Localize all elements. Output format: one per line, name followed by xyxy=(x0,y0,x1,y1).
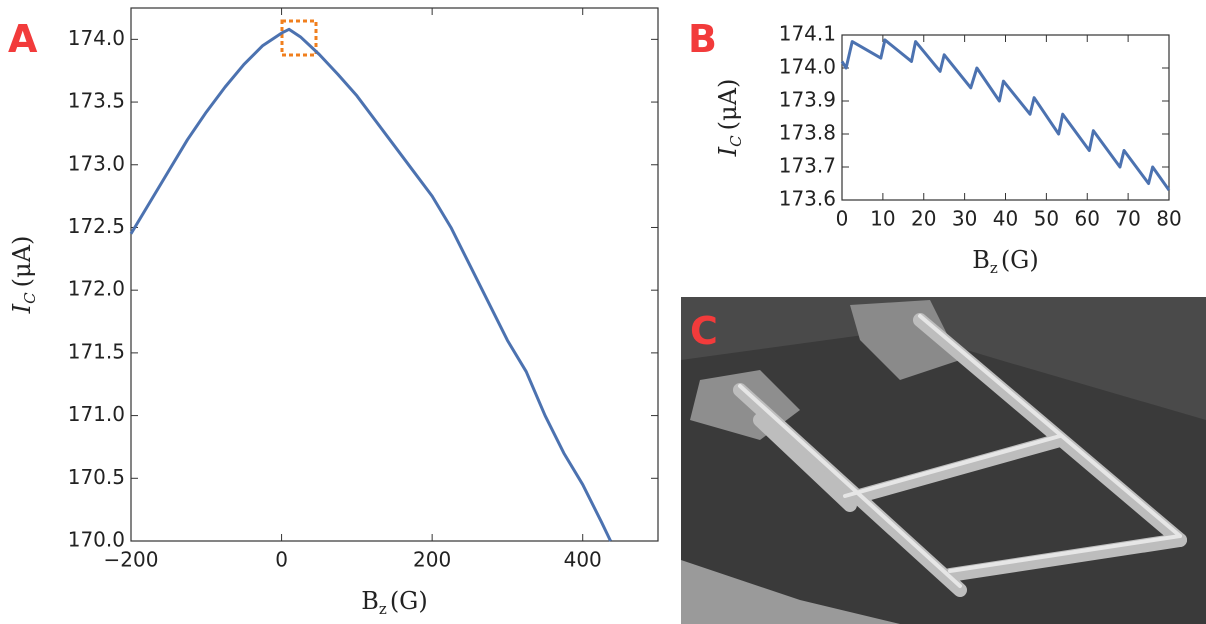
y-tick-label: 173.7 xyxy=(779,154,836,178)
y-axis-label: IC (μA) xyxy=(8,236,39,315)
panel-letter: C xyxy=(690,309,718,353)
y-tick-label: 173.9 xyxy=(779,88,836,112)
y-tick-label: 172.0 xyxy=(68,277,125,301)
y-label-unit: (μA) xyxy=(714,79,742,131)
y-tick-label: 172.5 xyxy=(68,214,125,238)
x-label-sub: z xyxy=(990,259,998,277)
x-label-sub: z xyxy=(379,600,387,618)
y-tick-label: 173.5 xyxy=(68,89,125,113)
y-label-main: I xyxy=(714,146,742,157)
x-label-main: B xyxy=(361,587,379,615)
y-tick-label: 174.0 xyxy=(779,55,836,79)
x-tick-label: 10 xyxy=(870,207,895,231)
y-label-sub: C xyxy=(727,135,745,147)
y-tick-label: 173.0 xyxy=(68,151,125,175)
panel-letter: A xyxy=(8,17,38,61)
x-tick-label: 60 xyxy=(1075,207,1100,231)
x-tick-label: 0 xyxy=(275,548,288,572)
sem-image xyxy=(681,297,1206,624)
y-axis-label: IC (μA) xyxy=(714,79,745,158)
y-tick-label: 173.6 xyxy=(779,187,836,211)
x-tick-label: 70 xyxy=(1115,207,1140,231)
x-tick-label: 40 xyxy=(993,207,1018,231)
zoom-box xyxy=(280,19,318,57)
x-tick-label: 200 xyxy=(413,548,451,572)
plot-frame xyxy=(130,7,659,542)
x-tick-label: 400 xyxy=(564,548,602,572)
x-tick-label: 30 xyxy=(952,207,977,231)
y-label-main: I xyxy=(8,303,36,314)
data-line xyxy=(129,27,612,542)
y-tick-label: 174.0 xyxy=(68,26,125,50)
x-tick-label: −200 xyxy=(104,548,159,572)
x-tick-label: 50 xyxy=(1034,207,1059,231)
y-tick-label: 173.8 xyxy=(779,121,836,145)
x-axis-label: Bz (G) xyxy=(361,587,427,618)
y-tick-label: 170.0 xyxy=(68,528,125,552)
y-tick-label: 171.5 xyxy=(68,339,125,363)
x-tick-label: 0 xyxy=(836,207,849,231)
plot-frame xyxy=(841,34,1170,201)
panel-letter: B xyxy=(688,17,717,61)
x-axis-label: Bz (G) xyxy=(972,246,1038,277)
x-tick-label: 20 xyxy=(911,207,936,231)
x-label-unit: (G) xyxy=(390,587,428,615)
data-line xyxy=(840,38,1171,191)
x-label-main: B xyxy=(972,246,990,274)
y-tick-label: 171.0 xyxy=(68,402,125,426)
x-tick-label: 80 xyxy=(1156,207,1181,231)
y-label-sub: C xyxy=(21,292,39,304)
y-tick-label: 170.5 xyxy=(68,465,125,489)
y-label-unit: (μA) xyxy=(8,236,36,288)
y-tick-label: 174.1 xyxy=(779,22,836,46)
x-label-unit: (G) xyxy=(1001,246,1039,274)
